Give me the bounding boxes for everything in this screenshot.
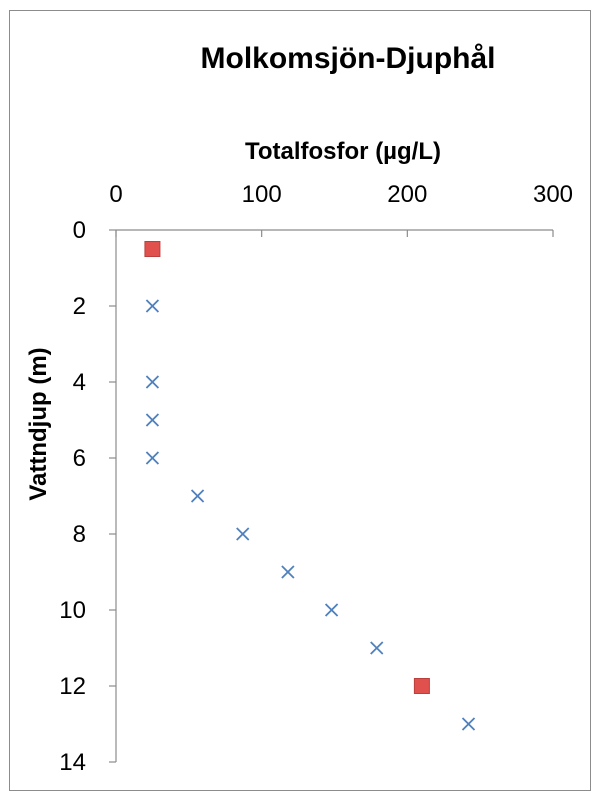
- data-point-x: [190, 489, 205, 503]
- data-point-x: [461, 717, 476, 731]
- data-point-square: [413, 678, 430, 694]
- axes: 0 100 200 300 0 2 4 6 8 10 12 14: [59, 181, 573, 776]
- y-tick-label: 12: [59, 673, 86, 700]
- y-tick-label: 2: [73, 293, 86, 320]
- y-tick-label: 0: [73, 217, 86, 244]
- data-point-x: [145, 451, 160, 465]
- y-tick-label: 10: [59, 597, 86, 624]
- y-tick-label: 8: [73, 521, 86, 548]
- chart-frame: [9, 10, 591, 791]
- data-point-x: [145, 375, 160, 389]
- y-tick-label: 4: [73, 369, 86, 396]
- x-tick-label: 0: [109, 181, 122, 208]
- x-tick-label: 200: [387, 181, 427, 208]
- data-point-x: [145, 299, 160, 313]
- data-marks: [144, 241, 476, 731]
- y-axis-label: Vattndjup (m): [25, 347, 52, 500]
- x-tick-label: 100: [242, 181, 282, 208]
- chart-title: Molkomsjön-Djuphål: [201, 42, 496, 75]
- x-tick-label: 300: [533, 181, 573, 208]
- x-axis-label: Totalfosfor (µg/L): [245, 138, 441, 165]
- data-point-x: [370, 641, 384, 655]
- y-tick-label: 14: [59, 749, 86, 776]
- data-point-x: [324, 603, 339, 617]
- data-point-x: [236, 527, 250, 541]
- data-point-square: [144, 241, 161, 257]
- data-point-x: [145, 413, 160, 427]
- y-tick-label: 6: [73, 445, 86, 472]
- data-point-x: [281, 565, 295, 579]
